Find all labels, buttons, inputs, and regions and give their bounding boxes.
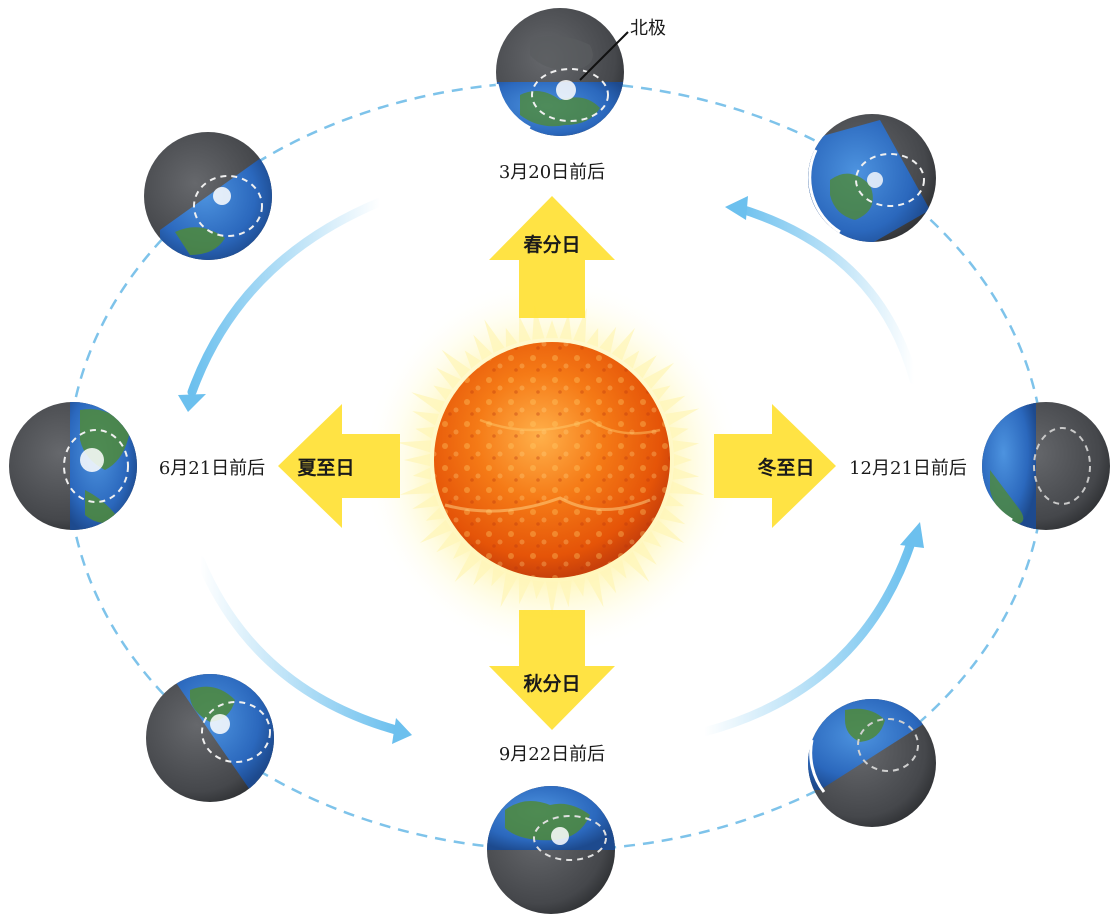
corona-ray <box>545 581 559 616</box>
corona-ray <box>643 531 662 548</box>
corona-ray <box>633 541 657 565</box>
corona-ray <box>599 326 617 353</box>
corona-ray <box>415 426 435 439</box>
direction-arrows <box>278 196 836 730</box>
earth-icon <box>808 114 936 242</box>
corona-ray <box>669 481 705 495</box>
corona-ray <box>464 350 481 369</box>
corona-ray <box>454 551 481 582</box>
corona-ray <box>505 327 518 347</box>
orbit-direction-arrows <box>178 196 924 744</box>
corona-ray <box>611 327 635 361</box>
orbit-direction-arrow-icon <box>699 535 917 737</box>
corona-ray <box>643 362 674 389</box>
corona-ray <box>573 577 586 597</box>
orbit-direction-arrow-icon <box>725 196 748 220</box>
corona-ray <box>559 312 572 340</box>
corona-ray <box>433 385 453 401</box>
corona-ray <box>545 320 559 339</box>
corona-ray <box>623 350 640 369</box>
summer-solstice-label: 夏至日 <box>297 457 354 479</box>
corona-rays <box>397 305 705 616</box>
corona-ray <box>419 519 453 543</box>
corona-ray <box>611 559 627 579</box>
direction-arrow-icon <box>489 610 615 730</box>
earth-icon <box>487 786 615 914</box>
date-spring-label: 3月20日前后 <box>499 162 605 183</box>
spring-equinox-label: 春分日 <box>523 233 580 256</box>
orbit-direction-arrow-icon <box>178 394 206 412</box>
corona-ray <box>412 467 432 480</box>
earth-icon <box>808 699 936 827</box>
corona-ray <box>586 327 599 347</box>
corona-ray <box>665 494 685 507</box>
corona-ray <box>669 426 689 439</box>
north-pole-pointer <box>579 31 629 81</box>
date-summer-label: 6月21日前后 <box>159 458 265 479</box>
corona-ray <box>473 559 493 586</box>
corona-ray <box>441 349 471 379</box>
corona-ray <box>484 319 505 353</box>
winter-solstice-label: 冬至日 <box>757 456 814 479</box>
corona-ray <box>672 440 700 453</box>
corona-ray <box>399 481 435 495</box>
corona-ray <box>397 440 432 453</box>
corona-ray <box>659 395 686 413</box>
corona-ray <box>586 573 604 608</box>
corona-ray <box>491 567 505 587</box>
corona-ray <box>672 467 700 480</box>
direction-arrow-icon <box>278 404 400 528</box>
corona-ray <box>673 453 692 467</box>
north-pole-label: 北极 <box>630 18 666 39</box>
orbit-direction-arrow-icon <box>195 555 401 735</box>
earth-icon <box>146 674 274 802</box>
earth-icon <box>144 132 272 260</box>
earth-icon <box>978 402 1110 530</box>
corona-ray <box>453 541 471 559</box>
corona-ray <box>665 408 700 426</box>
corona-ray <box>404 453 431 467</box>
corona-ray <box>425 507 445 521</box>
corona-ray <box>518 577 531 605</box>
orbit-direction-arrow-icon <box>900 522 924 548</box>
corona-ray <box>436 531 461 553</box>
direction-arrow-icon <box>489 196 615 318</box>
corona-ray <box>500 573 518 608</box>
corona-ray <box>651 519 685 543</box>
orbit-direction-arrow-icon <box>187 197 385 397</box>
corona-ray <box>651 385 671 401</box>
corona-ray <box>532 580 545 600</box>
corona-ray <box>412 494 439 509</box>
corona-ray <box>412 411 439 426</box>
corona-ray <box>599 567 617 594</box>
corona-ray <box>518 315 531 343</box>
corona-ray <box>659 507 686 525</box>
corona-ray <box>623 551 650 582</box>
corona-ray <box>436 367 461 389</box>
autumn-equinox-label: 秋分日 <box>523 672 580 695</box>
sun-icon <box>362 276 742 656</box>
corona-ray <box>473 334 493 361</box>
date-winter-label: 12月21日前后 <box>849 458 967 479</box>
earth-icon <box>9 402 137 530</box>
corona-ray <box>633 355 657 379</box>
earth-icon <box>495 8 624 136</box>
date-autumn-label: 9月22日前后 <box>499 744 605 765</box>
corona-ray <box>411 392 445 413</box>
corona-ray <box>559 580 572 608</box>
direction-arrow-icon <box>714 404 836 528</box>
orbit-direction-arrow-icon <box>733 203 919 385</box>
orbit-direction-arrow-icon <box>392 718 412 744</box>
